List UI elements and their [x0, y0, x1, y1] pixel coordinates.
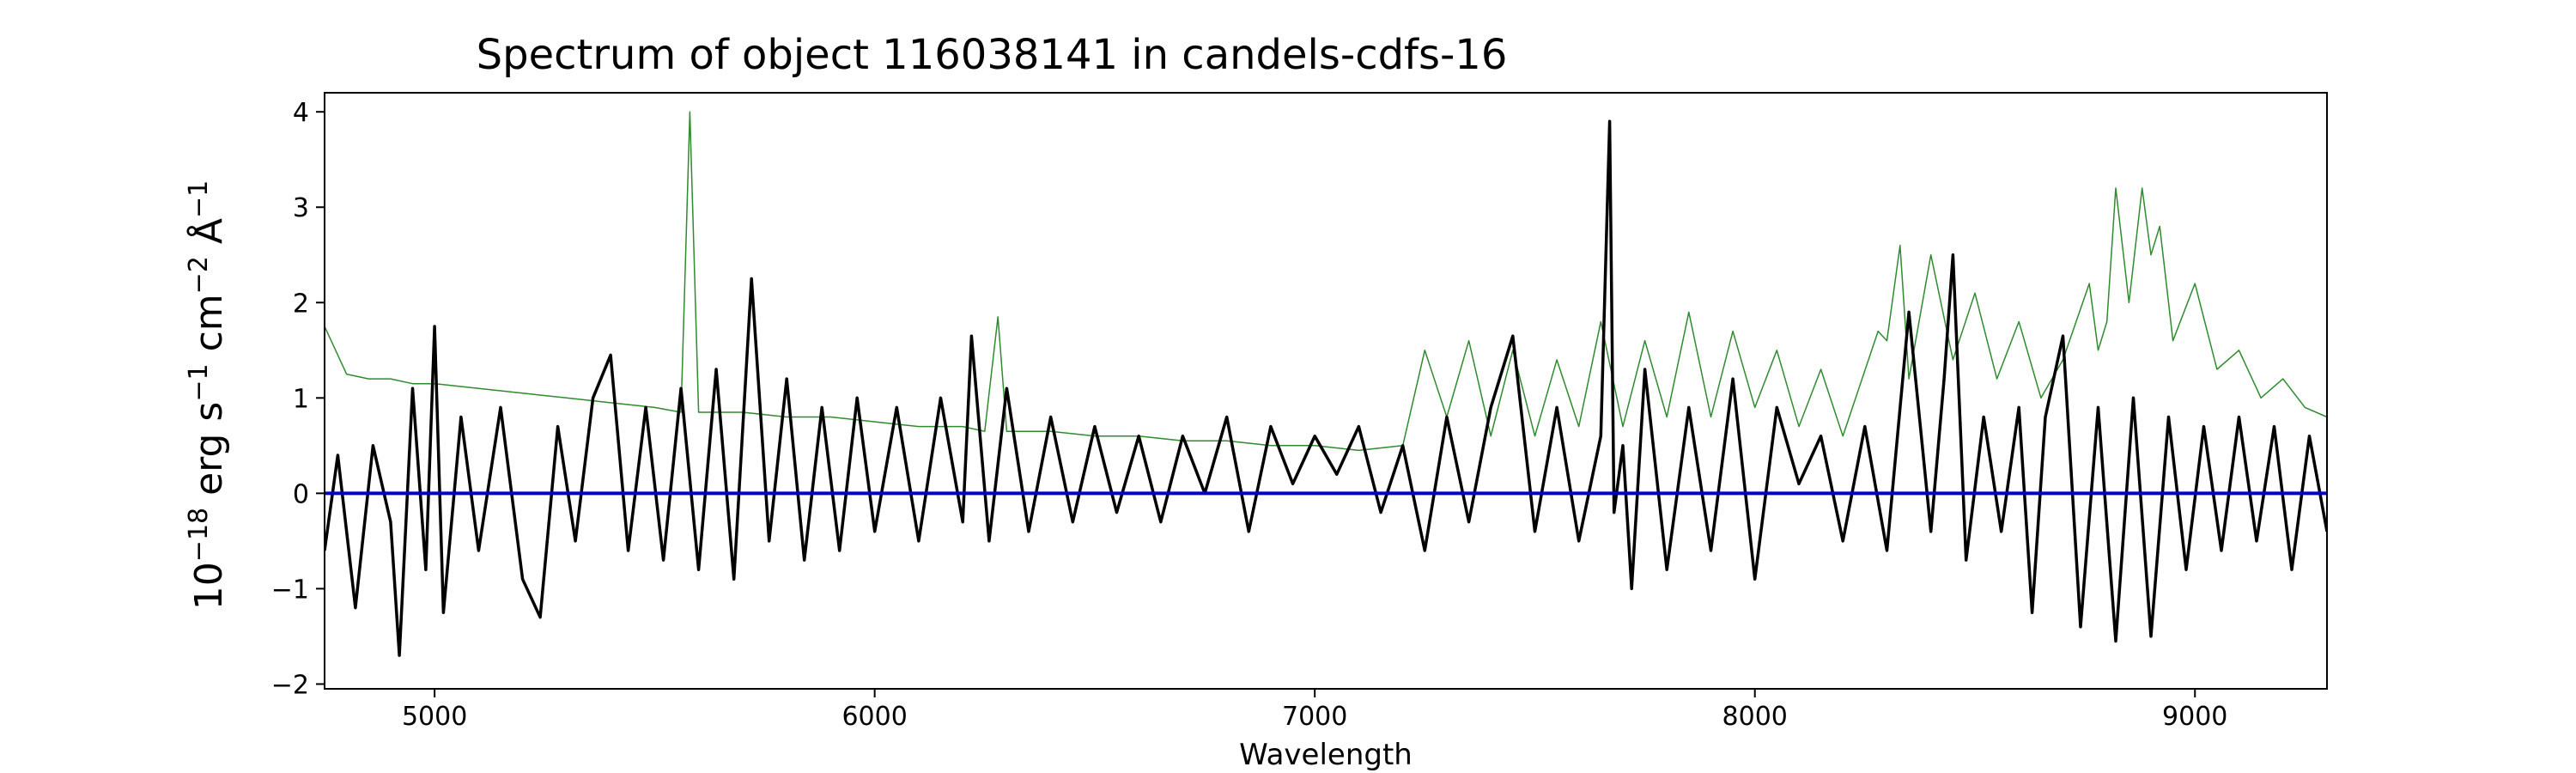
y-axis-label: 10−18 erg s−1 cm−2 Å−1	[184, 180, 232, 610]
y-tick-label: 3	[293, 193, 309, 223]
y-axis: −2 −1 0 1 2 3 4	[271, 98, 325, 700]
y-axis-label-part: 10	[187, 562, 231, 610]
x-tick-label: 5000	[402, 702, 467, 732]
plot-area	[325, 111, 2327, 657]
y-axis-label-part: cm	[187, 294, 231, 363]
y-tick-label: 0	[293, 479, 309, 509]
series-layer	[325, 111, 2327, 657]
y-tick-label: 1	[293, 384, 309, 414]
y-tick-label: −1	[271, 575, 309, 605]
y-axis-label-text: 10−18 erg s−1 cm−2 Å−1	[184, 180, 232, 610]
x-axis: 5000 6000 7000 8000 9000	[402, 689, 2227, 732]
y-tick-label: −2	[271, 670, 309, 700]
y-axis-label-superscript: −2	[184, 256, 214, 294]
x-tick-label: 9000	[2162, 702, 2227, 732]
y-tick-label: 4	[293, 98, 309, 128]
x-tick-label: 7000	[1282, 702, 1347, 732]
y-axis-label-superscript: −1	[184, 180, 214, 218]
x-tick-label: 6000	[841, 702, 907, 732]
x-axis-label: Wavelength	[1239, 738, 1413, 772]
plot-frame	[324, 92, 2328, 690]
y-axis-label-superscript: −18	[184, 508, 214, 562]
y-axis-label-part: Å	[185, 218, 231, 256]
y-tick-label: 2	[293, 289, 309, 319]
x-tick-label: 8000	[1722, 702, 1788, 732]
y-axis-label-part: erg s	[187, 402, 231, 508]
chart-title: Spectrum of object 116038141 in candels-…	[477, 31, 1508, 79]
series-line-flux	[325, 119, 2327, 657]
y-axis-label-superscript: −1	[184, 363, 214, 401]
series-line-error	[325, 111, 2327, 452]
